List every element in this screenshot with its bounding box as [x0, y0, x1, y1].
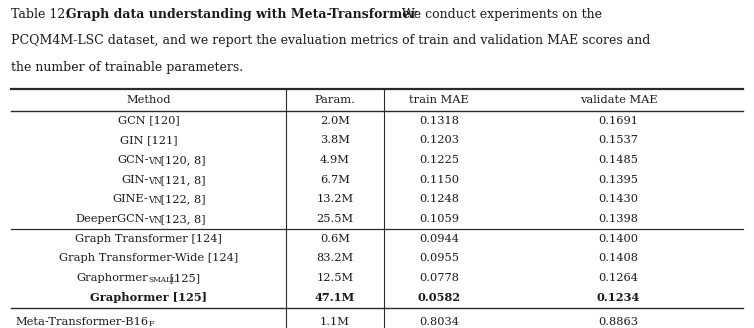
Text: Graph Transformer-Wide [124]: Graph Transformer-Wide [124] — [59, 254, 238, 263]
Text: 0.1318: 0.1318 — [419, 116, 459, 126]
Text: VN: VN — [149, 216, 162, 225]
Text: [125]: [125] — [166, 273, 201, 283]
Text: SMALL: SMALL — [149, 276, 176, 284]
Text: the number of trainable parameters.: the number of trainable parameters. — [11, 61, 244, 74]
Text: 0.1203: 0.1203 — [419, 135, 459, 145]
Text: 47.1M: 47.1M — [315, 292, 355, 303]
Text: 0.8863: 0.8863 — [599, 318, 639, 327]
Text: Param.: Param. — [314, 95, 355, 105]
Text: Graphormer: Graphormer — [77, 273, 149, 283]
Text: 3.8M: 3.8M — [320, 135, 350, 145]
Text: GIN [121]: GIN [121] — [120, 135, 177, 145]
Text: GINE-vn [122, 8]: GINE-vn [122, 8] — [100, 195, 198, 204]
Text: VN: VN — [149, 196, 162, 205]
Text: 0.1691: 0.1691 — [599, 116, 639, 126]
Text: GINE-: GINE- — [112, 195, 149, 204]
Text: 0.0955: 0.0955 — [419, 254, 459, 263]
Text: [120, 8]: [120, 8] — [158, 155, 206, 165]
Text: 0.1248: 0.1248 — [419, 195, 459, 204]
Text: train MAE: train MAE — [409, 95, 469, 105]
Text: 0.1537: 0.1537 — [599, 135, 639, 145]
Text: [121, 8]: [121, 8] — [158, 175, 206, 185]
Text: 0.1430: 0.1430 — [599, 195, 639, 204]
Text: Table 12:: Table 12: — [11, 8, 74, 21]
Text: 0.1234: 0.1234 — [596, 292, 640, 303]
Text: 0.1398: 0.1398 — [599, 214, 639, 224]
Text: F: F — [149, 320, 154, 328]
Text: GCN-: GCN- — [117, 155, 149, 165]
Text: 1.1M: 1.1M — [320, 318, 350, 327]
Text: DeeperGCN-vn [123, 8]: DeeperGCN-vn [123, 8] — [81, 214, 216, 224]
Text: GCN [120]: GCN [120] — [118, 116, 179, 126]
Text: Graphormer [125]: Graphormer [125] — [90, 292, 207, 303]
Text: Graph data understanding with Meta-Transformer: Graph data understanding with Meta-Trans… — [66, 8, 417, 21]
Text: 25.5M: 25.5M — [317, 214, 354, 224]
Text: DeeperGCN-: DeeperGCN- — [75, 214, 149, 224]
Text: 13.2M: 13.2M — [317, 195, 354, 204]
Text: 0.6M: 0.6M — [320, 234, 350, 244]
Text: [123, 8]: [123, 8] — [158, 214, 206, 224]
Text: 0.1059: 0.1059 — [419, 214, 459, 224]
Text: GCN-vn [120, 8]: GCN-vn [120, 8] — [102, 155, 195, 165]
Text: PCQM4M-LSC dataset, and we report the evaluation metrics of train and validation: PCQM4M-LSC dataset, and we report the ev… — [11, 34, 651, 48]
Text: 0.1408: 0.1408 — [599, 254, 639, 263]
Text: 0.1150: 0.1150 — [419, 175, 459, 185]
Text: Graph Transformer [124]: Graph Transformer [124] — [75, 234, 222, 244]
Text: 0.1485: 0.1485 — [599, 155, 639, 165]
Text: validate MAE: validate MAE — [580, 95, 657, 105]
Text: 0.8034: 0.8034 — [419, 318, 459, 327]
Text: 4.9M: 4.9M — [320, 155, 350, 165]
Text: 0.0582: 0.0582 — [418, 292, 461, 303]
Text: VN: VN — [149, 176, 162, 186]
Text: Meta-Transformer-B16: Meta-Transformer-B16 — [15, 318, 149, 327]
Text: 6.7M: 6.7M — [320, 175, 350, 185]
Text: 0.1225: 0.1225 — [419, 155, 459, 165]
Text: [122, 8]: [122, 8] — [158, 195, 206, 204]
Text: . We conduct experiments on the: . We conduct experiments on the — [394, 8, 602, 21]
Text: VN: VN — [149, 157, 162, 166]
Text: 0.1400: 0.1400 — [599, 234, 639, 244]
Text: GIN-vn [121, 8]: GIN-vn [121, 8] — [103, 175, 193, 185]
Text: 2.0M: 2.0M — [320, 116, 350, 126]
Text: 12.5M: 12.5M — [317, 273, 354, 283]
Text: Method: Method — [126, 95, 170, 105]
Text: 0.0944: 0.0944 — [419, 234, 459, 244]
Text: 0.1264: 0.1264 — [599, 273, 639, 283]
Text: GIN-: GIN- — [121, 175, 149, 185]
Text: 0.1395: 0.1395 — [599, 175, 639, 185]
Text: 83.2M: 83.2M — [317, 254, 354, 263]
Text: 0.0778: 0.0778 — [419, 273, 459, 283]
